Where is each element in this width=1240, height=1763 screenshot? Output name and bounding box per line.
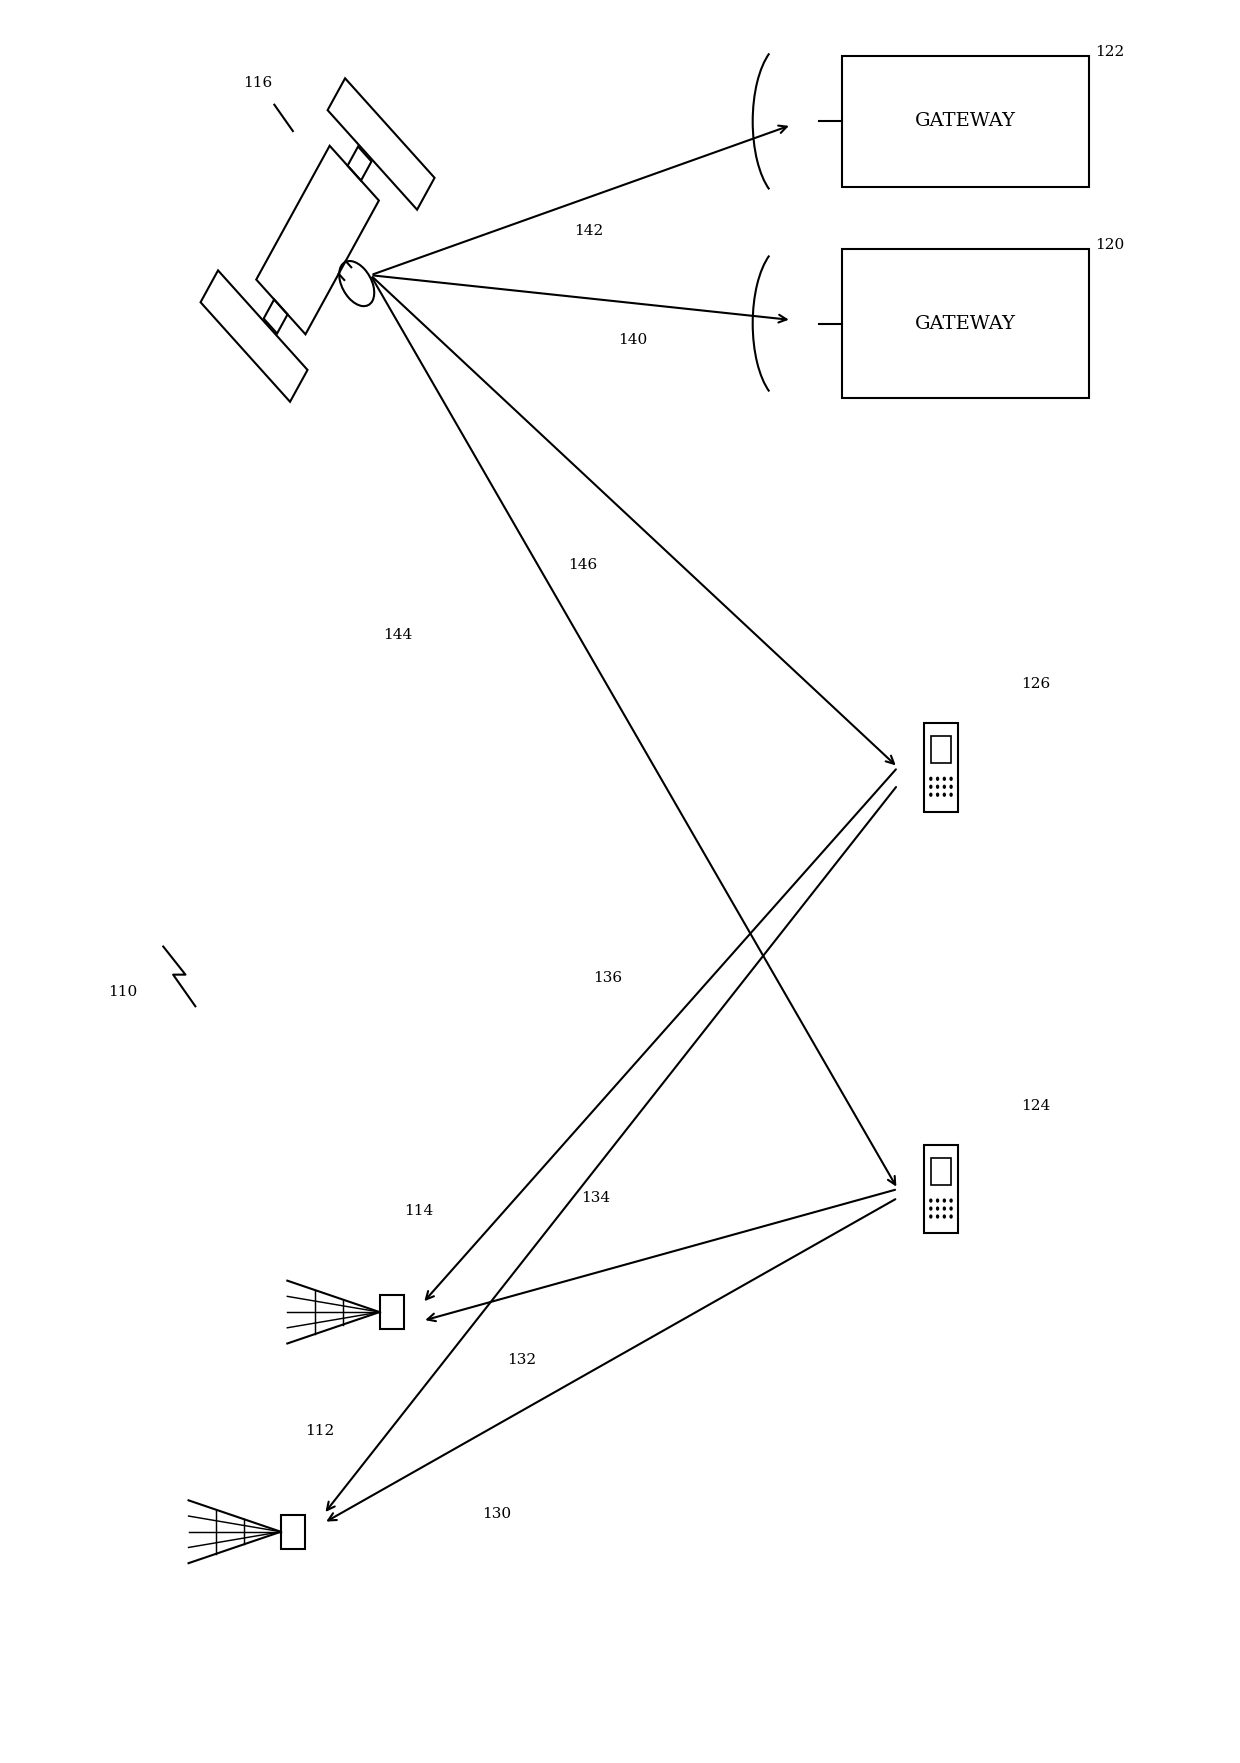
Text: 112: 112	[305, 1425, 335, 1439]
Circle shape	[930, 1215, 931, 1218]
Bar	[924, 723, 957, 811]
Circle shape	[944, 1199, 945, 1202]
Circle shape	[936, 777, 939, 781]
Circle shape	[950, 793, 952, 797]
Text: GATEWAY: GATEWAY	[915, 113, 1016, 130]
Bar	[931, 1158, 951, 1185]
Text: 146: 146	[568, 559, 598, 573]
Circle shape	[930, 1199, 931, 1202]
Text: 144: 144	[383, 628, 413, 642]
Bar	[280, 1514, 305, 1550]
Text: 126: 126	[1022, 677, 1050, 691]
Circle shape	[950, 777, 952, 781]
Text: 120: 120	[1095, 238, 1125, 252]
Bar	[842, 249, 1089, 398]
Text: GATEWAY: GATEWAY	[915, 314, 1016, 333]
Circle shape	[950, 785, 952, 788]
Bar	[931, 737, 951, 763]
Bar	[379, 1296, 404, 1329]
Text: 132: 132	[507, 1352, 536, 1366]
Circle shape	[936, 1208, 939, 1209]
Text: 136: 136	[593, 971, 622, 986]
Circle shape	[930, 777, 931, 781]
Circle shape	[930, 793, 931, 797]
Text: 116: 116	[243, 76, 273, 90]
Text: 142: 142	[574, 224, 604, 238]
Circle shape	[950, 1215, 952, 1218]
Circle shape	[944, 1208, 945, 1209]
Circle shape	[936, 793, 939, 797]
Text: 122: 122	[1095, 44, 1125, 58]
Circle shape	[944, 785, 945, 788]
Circle shape	[944, 777, 945, 781]
Circle shape	[930, 785, 931, 788]
Text: 114: 114	[404, 1204, 433, 1218]
Text: 130: 130	[482, 1507, 511, 1521]
Circle shape	[944, 793, 945, 797]
Text: 134: 134	[580, 1190, 610, 1204]
Text: 124: 124	[1022, 1098, 1050, 1112]
Bar	[924, 1144, 957, 1234]
Circle shape	[950, 1208, 952, 1209]
Text: 110: 110	[108, 986, 136, 998]
Circle shape	[944, 1215, 945, 1218]
Circle shape	[936, 1199, 939, 1202]
Circle shape	[950, 1199, 952, 1202]
Text: 140: 140	[618, 333, 647, 347]
Circle shape	[936, 785, 939, 788]
Bar	[842, 55, 1089, 187]
Circle shape	[930, 1208, 931, 1209]
Circle shape	[936, 1215, 939, 1218]
